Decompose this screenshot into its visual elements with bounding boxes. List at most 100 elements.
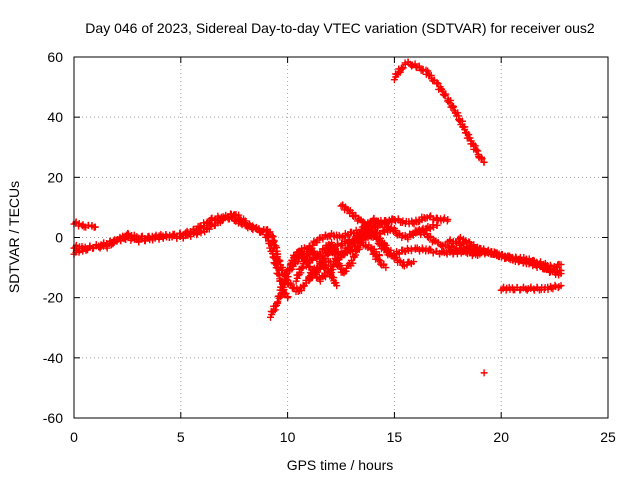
data-point (352, 212, 360, 220)
data-point (445, 98, 453, 106)
data-point (414, 227, 422, 235)
y-tick-label: 20 (47, 169, 63, 185)
data-point (376, 240, 384, 248)
data-point (444, 215, 452, 223)
data-point (294, 258, 302, 266)
data-point (284, 294, 292, 302)
data-point (311, 267, 319, 275)
series-t13 (358, 212, 452, 231)
data-point (396, 257, 404, 265)
x-axis-label: GPS time / hours (287, 457, 394, 473)
data-point (505, 254, 513, 262)
data-point (270, 237, 278, 245)
data-point (333, 255, 341, 263)
data-point (359, 238, 367, 246)
data-point (316, 261, 324, 269)
data-point (356, 239, 364, 247)
data-point (355, 245, 363, 253)
series-t5 (267, 215, 398, 321)
data-point (375, 256, 383, 264)
y-axis-ticks: -60 -40 -20 0 20 40 60 (43, 49, 608, 426)
data-point (411, 60, 419, 68)
chart-title: Day 046 of 2023, Sidereal Day-to-day VTE… (85, 20, 595, 36)
data-point (398, 65, 406, 73)
data-point (294, 288, 302, 296)
data-point (442, 90, 450, 98)
data-point (225, 215, 233, 223)
data-point (395, 229, 403, 237)
data-point (420, 229, 428, 237)
y-tick-label: -20 (43, 290, 63, 306)
data-point (382, 264, 390, 272)
data-point (544, 264, 552, 272)
data-point (333, 256, 341, 264)
x-tick-label: 10 (280, 429, 296, 445)
data-point (557, 261, 565, 269)
x-tick-label: 20 (493, 429, 509, 445)
data-point (151, 233, 159, 241)
x-tick-label: 25 (600, 429, 616, 445)
series-t18 (476, 247, 565, 279)
series-t19 (497, 281, 565, 294)
data-point (333, 282, 341, 290)
data-point (379, 241, 387, 249)
data-point (426, 225, 434, 233)
data-point (441, 242, 449, 250)
data-point (557, 282, 565, 290)
y-tick-label: -60 (43, 410, 63, 426)
y-axis-label: SDTVAR / TECUs (6, 181, 22, 293)
series-t3 (70, 210, 270, 253)
y-tick-label: 40 (47, 109, 63, 125)
data-point (461, 237, 469, 245)
data-point (410, 258, 418, 266)
data-point (446, 236, 454, 244)
data-point (305, 251, 313, 259)
data-point (449, 104, 457, 112)
data-point (557, 270, 565, 278)
data-point (543, 265, 551, 273)
data-point (408, 62, 416, 70)
data-point (371, 231, 379, 239)
data-point (516, 286, 524, 294)
x-tick-label: 5 (177, 429, 185, 445)
series-t14 (369, 250, 390, 272)
data-point (465, 238, 473, 246)
data-point (297, 249, 305, 257)
data-point (324, 265, 332, 273)
data-point (297, 287, 305, 295)
data-point (461, 126, 469, 134)
data-points (70, 58, 565, 377)
x-axis-ticks: 0 5 10 15 20 25 (70, 57, 616, 445)
data-point (433, 221, 441, 229)
data-point (89, 244, 97, 252)
plot-frame (73, 56, 609, 419)
data-point (292, 253, 300, 261)
data-point (377, 220, 385, 228)
y-tick-label: -40 (43, 350, 63, 366)
data-point (210, 222, 218, 230)
data-point (127, 233, 135, 241)
series-t1 (70, 218, 99, 231)
data-point (186, 230, 194, 238)
series-t8 (292, 226, 377, 285)
data-point (304, 250, 312, 258)
data-point (268, 232, 276, 240)
data-point (494, 253, 502, 261)
data-point (363, 221, 371, 229)
y-tick-label: 0 (55, 230, 63, 246)
data-point (427, 212, 435, 220)
data-point (343, 205, 351, 213)
series-outlier (480, 369, 488, 377)
data-point (480, 369, 488, 377)
data-point (480, 158, 488, 166)
series-t20 (390, 58, 488, 166)
y-tick-label: 60 (47, 49, 63, 65)
data-point (320, 255, 328, 263)
data-point (275, 258, 283, 266)
data-point (327, 248, 335, 256)
data-point (197, 229, 205, 237)
data-point (302, 256, 310, 264)
data-point (426, 233, 434, 241)
data-point (529, 257, 537, 265)
